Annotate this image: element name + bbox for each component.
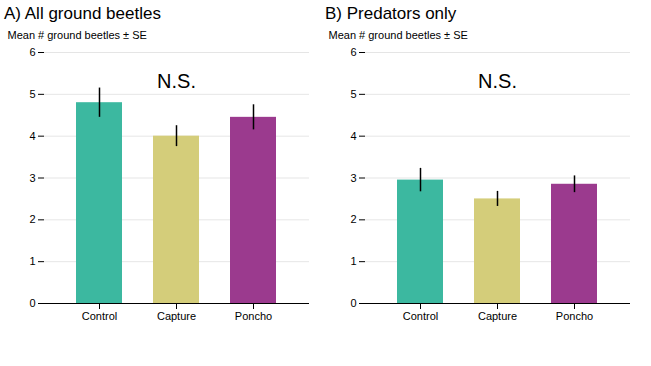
- svg-text:3: 3: [29, 172, 35, 184]
- svg-text:Mean # ground beetles ± SE: Mean # ground beetles ± SE: [8, 29, 147, 41]
- svg-text:4: 4: [29, 130, 35, 142]
- svg-text:3: 3: [350, 172, 356, 184]
- svg-text:0: 0: [350, 297, 356, 309]
- svg-text:Capture: Capture: [157, 310, 196, 322]
- svg-text:1: 1: [29, 255, 35, 267]
- svg-text:6: 6: [350, 46, 356, 58]
- svg-text:0: 0: [29, 297, 35, 309]
- svg-text:Poncho: Poncho: [556, 310, 593, 322]
- svg-text:2: 2: [29, 213, 35, 225]
- svg-text:Poncho: Poncho: [235, 310, 272, 322]
- svg-text:5: 5: [29, 88, 35, 100]
- svg-text:4: 4: [350, 130, 356, 142]
- svg-text:Control: Control: [403, 310, 438, 322]
- svg-text:N.S.: N.S.: [478, 70, 517, 92]
- svg-text:N.S.: N.S.: [157, 70, 196, 92]
- svg-text:1: 1: [350, 255, 356, 267]
- html-text:A) All ground beetles: A) All ground beetles: [4, 4, 161, 23]
- svg-text:2: 2: [350, 213, 356, 225]
- html-text:B) Predators only: B) Predators only: [325, 4, 457, 23]
- svg-text:5: 5: [350, 88, 356, 100]
- svg-text:Mean # ground beetles ± SE: Mean # ground beetles ± SE: [329, 29, 468, 41]
- svg-text:Capture: Capture: [478, 310, 517, 322]
- svg-text:Control: Control: [82, 310, 117, 322]
- svg-text:6: 6: [29, 46, 35, 58]
